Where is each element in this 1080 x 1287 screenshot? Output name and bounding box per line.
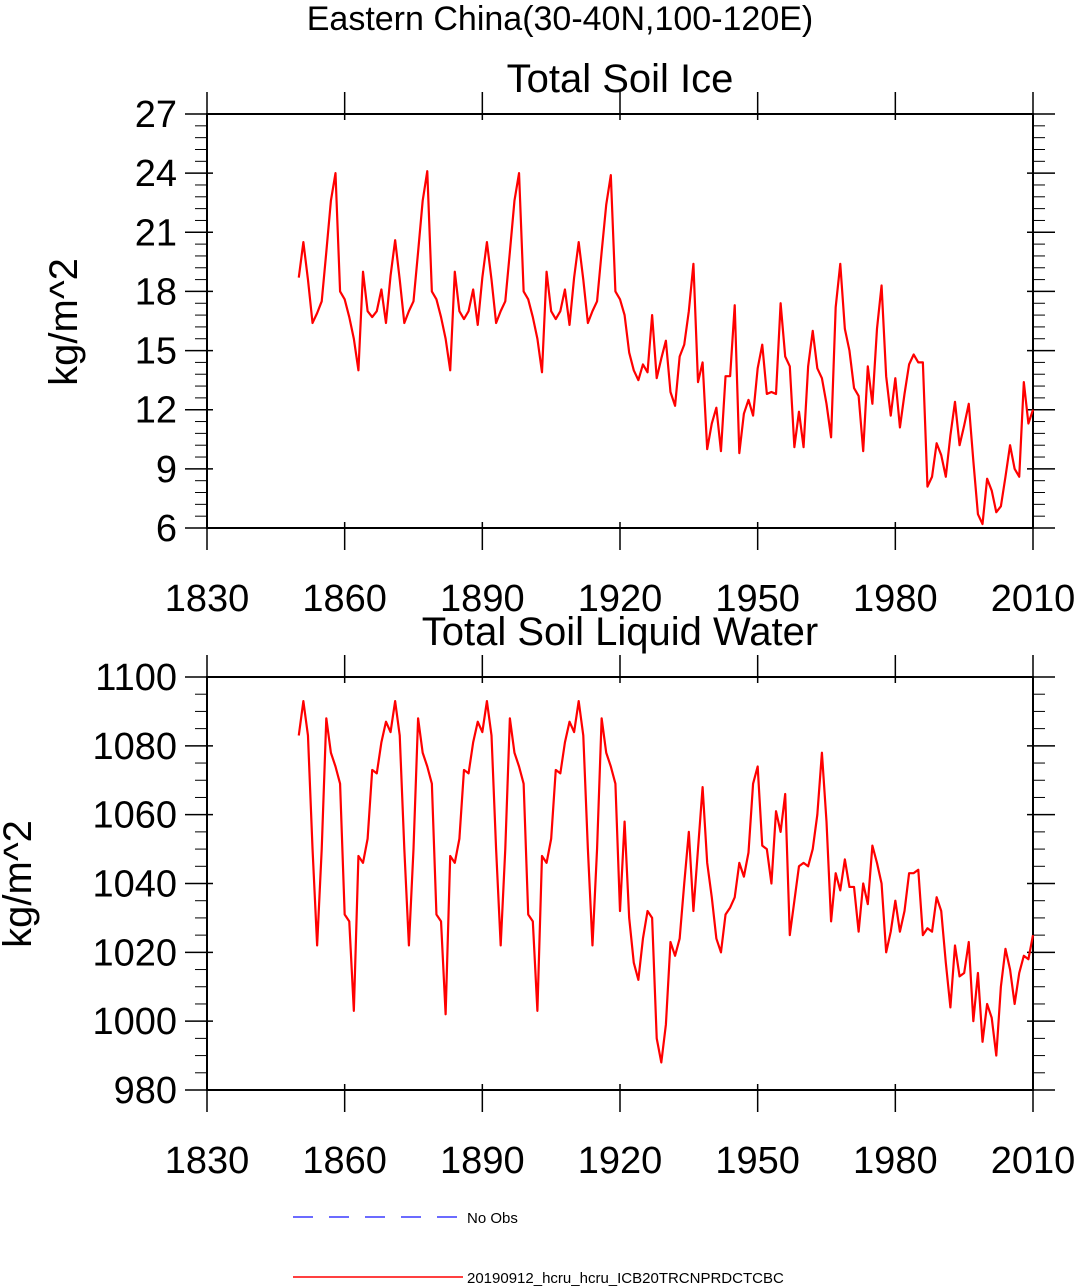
legend-no-obs-label: No Obs xyxy=(467,1210,518,1227)
legend-item-model-run: 20190912_hcru_hcru_ICB20TRCNPRDCTCBC xyxy=(293,1270,784,1287)
soil-ice-xtick-label: 1860 xyxy=(302,578,387,620)
soil-ice-ytick-label: 9 xyxy=(156,449,177,491)
soil-liquid-ytick-label: 1100 xyxy=(95,657,177,699)
soil-liquid-ytick-label: 1000 xyxy=(92,1001,177,1043)
soil-liquid-x-tick-labels: 1830 1860 1890 1920 1950 1980 2010 xyxy=(165,1140,1076,1182)
soil-ice-xtick-label: 1890 xyxy=(440,578,525,620)
soil-ice-ytick-label: 15 xyxy=(135,331,177,373)
soil-liquid-title: Total Soil Liquid Water xyxy=(422,610,818,654)
soil-ice-xtick-label: 1980 xyxy=(853,578,938,620)
soil-ice-plot-frame xyxy=(206,113,1034,529)
legend-item-no-obs: No Obs xyxy=(293,1210,518,1227)
soil-ice-series-line xyxy=(297,170,1035,526)
soil-liquid-panel: Total Soil Liquid Water kg/m^2 980 1000 10… xyxy=(0,610,1075,1182)
soil-liquid-xtick-label: 1920 xyxy=(578,1140,663,1182)
soil-ice-x-tick-labels: 1830 1860 1890 1920 1950 1980 2010 xyxy=(165,578,1076,620)
soil-liquid-ylabel: kg/m^2 xyxy=(0,820,40,948)
soil-liquid-ytick-label: 1080 xyxy=(92,726,177,768)
soil-ice-xtick-label: 1830 xyxy=(165,578,250,620)
soil-ice-ytick-label: 6 xyxy=(156,508,177,550)
soil-liquid-ytick-label: 1020 xyxy=(92,932,177,974)
soil-liquid-xtick-label: 1860 xyxy=(302,1140,387,1182)
soil-liquid-xtick-label: 1980 xyxy=(853,1140,938,1182)
soil-ice-ytick-label: 21 xyxy=(135,212,177,254)
soil-liquid-y-tick-labels: 980 1000 1020 1040 1060 1080 1100 xyxy=(92,657,177,1112)
soil-liquid-ytick-label: 1060 xyxy=(92,795,177,837)
soil-liquid-ytick-label: 980 xyxy=(114,1070,177,1112)
legend: No Obs 20190912_hcru_hcru_ICB20TRCNPRDCT… xyxy=(293,1210,784,1287)
soil-ice-xtick-label: 2010 xyxy=(991,578,1076,620)
legend-model-run-label: 20190912_hcru_hcru_ICB20TRCNPRDCTCBC xyxy=(467,1270,784,1287)
soil-liquid-xtick-label: 1830 xyxy=(165,1140,250,1182)
soil-ice-ytick-label: 27 xyxy=(135,94,177,136)
soil-ice-ylabel: kg/m^2 xyxy=(42,258,86,386)
soil-liquid-xtick-label: 1950 xyxy=(715,1140,800,1182)
soil-liquid-tick-marks xyxy=(185,655,1055,1112)
soil-ice-xtick-label: 1950 xyxy=(715,578,800,620)
soil-ice-ytick-label: 18 xyxy=(135,271,177,313)
soil-ice-tick-marks xyxy=(185,92,1055,550)
soil-liquid-xtick-label: 1890 xyxy=(440,1140,525,1182)
figure-title: Eastern China(30-40N,100-120E) xyxy=(307,0,814,38)
soil-ice-xtick-label: 1920 xyxy=(578,578,663,620)
soil-ice-ytick-label: 24 xyxy=(135,153,177,195)
soil-ice-y-tick-labels: 6 9 12 15 18 21 24 27 xyxy=(135,94,177,550)
soil-ice-ytick-label: 12 xyxy=(135,390,177,432)
soil-liquid-series-line xyxy=(297,699,1035,1064)
soil-liquid-xtick-label: 2010 xyxy=(991,1140,1076,1182)
soil-liquid-ytick-label: 1040 xyxy=(92,864,177,906)
